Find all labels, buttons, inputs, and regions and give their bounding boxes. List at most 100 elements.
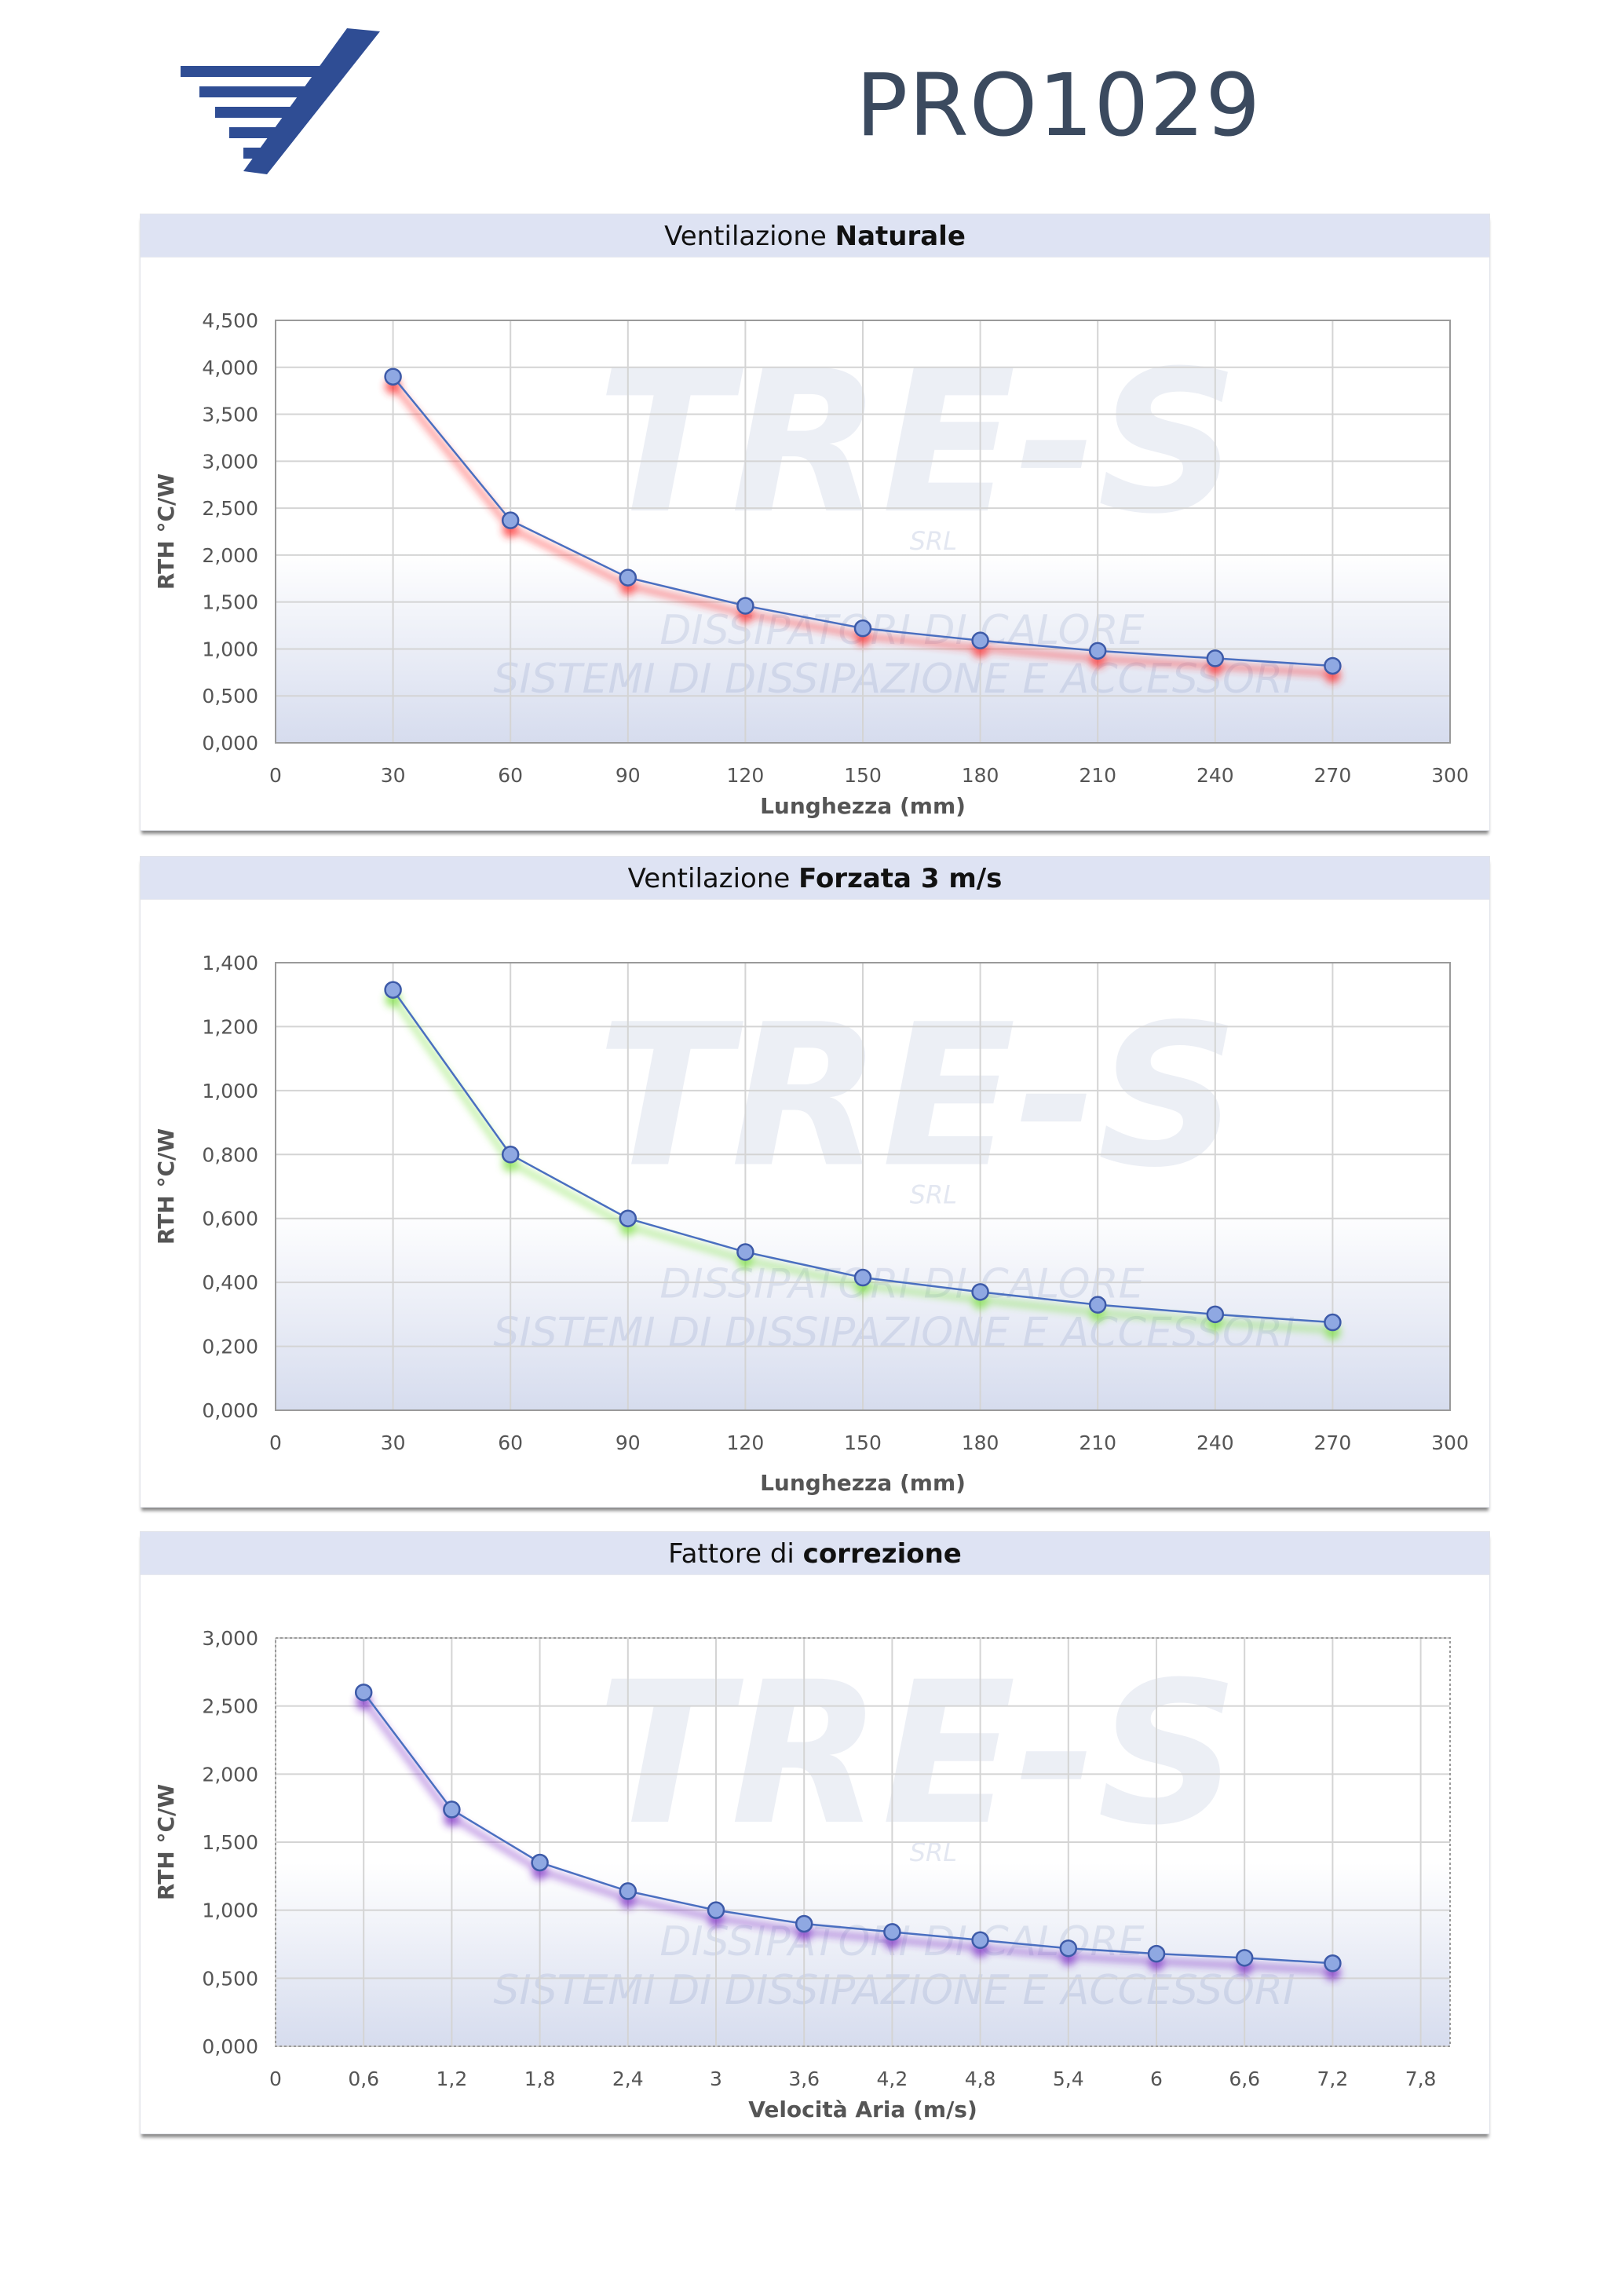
data-point (707, 1901, 725, 1919)
chart-title-plain: Ventilazione (627, 863, 799, 894)
y-tick-label: 2,500 (202, 497, 258, 520)
x-tick-label: 6,6 (1229, 2067, 1260, 2090)
watermark-line2: SISTEMI DI DISSIPAZIONE E ACCESSORI (493, 1310, 1295, 1357)
chart-panel-natural: Ventilazione Naturale TRE-S SRL DISSIPATOR… (140, 214, 1490, 831)
x-tick-label: 7,2 (1317, 2067, 1349, 2090)
data-point (1324, 1313, 1342, 1332)
y-tick-label: 0,200 (202, 1336, 258, 1358)
chart-title-bold: Forzata 3 m/s (798, 863, 1003, 894)
x-tick-label: 0 (269, 764, 282, 787)
data-point (531, 1853, 549, 1872)
data-point (384, 367, 402, 386)
x-tick-label: 0 (269, 1431, 282, 1454)
data-point (736, 1243, 754, 1261)
y-tick-label: 1,000 (202, 1080, 258, 1102)
data-point (853, 1268, 872, 1287)
x-tick-label: 300 (1431, 1431, 1469, 1454)
x-axis-title: Velocità Aria (m/s) (748, 2097, 977, 2122)
product-code: PRO1029 (856, 55, 1262, 155)
x-tick-label: 2,4 (612, 2067, 644, 2090)
x-axis-title: Lunghezza (mm) (760, 793, 966, 819)
data-point (619, 1209, 637, 1227)
x-tick-label: 1,2 (437, 2067, 468, 2090)
x-tick-label: 0,6 (348, 2067, 379, 2090)
chart-title-plain: Fattore di (668, 1538, 803, 1570)
y-tick-label: 1,000 (202, 1899, 258, 1922)
x-tick-label: 1,8 (524, 2067, 556, 2090)
y-tick-label: 4,500 (202, 309, 258, 332)
data-point (384, 981, 402, 999)
y-tick-label: 0,000 (202, 1399, 258, 1422)
chart-title: Fattore di correzione (141, 1532, 1489, 1575)
chart-title: Ventilazione Naturale (141, 214, 1489, 258)
x-tick-label: 150 (844, 764, 882, 787)
watermark-brand: TRE-S (597, 982, 1239, 1211)
data-point (883, 1923, 901, 1941)
x-tick-label: 3 (710, 2067, 722, 2090)
data-point (443, 1801, 461, 1819)
y-tick-label: 1,400 (202, 952, 258, 974)
y-tick-label: 0,500 (202, 1967, 258, 1990)
data-point (971, 631, 989, 649)
y-tick-label: 0,400 (202, 1271, 258, 1294)
chart-title-bold: correzione (802, 1538, 962, 1570)
data-point (1059, 1939, 1078, 1958)
x-tick-label: 30 (381, 764, 406, 787)
y-tick-label: 2,500 (202, 1695, 258, 1718)
y-tick-label: 2,000 (202, 1763, 258, 1786)
data-point (1206, 1305, 1225, 1324)
chart-panel-correction: Fattore di correzione TRE-S SRL DISSIPATOR… (140, 1531, 1490, 2134)
x-tick-label: 3,6 (788, 2067, 820, 2090)
x-tick-label: 180 (962, 1431, 999, 1454)
y-axis-title: RTH °C/W (153, 1784, 179, 1900)
y-tick-label: 0,800 (202, 1143, 258, 1166)
data-point (354, 1684, 373, 1702)
x-axis-title: Lunghezza (mm) (760, 1470, 966, 1496)
data-point (1206, 649, 1225, 667)
watermark-line2: SISTEMI DI DISSIPAZIONE E ACCESSORI (493, 1967, 1295, 2014)
data-point (971, 1931, 989, 1950)
x-tick-label: 30 (381, 1431, 406, 1454)
data-point (1324, 1954, 1342, 1972)
y-axis-title: RTH °C/W (153, 1128, 179, 1245)
chart-title: Ventilazione Forzata 3 m/s (141, 857, 1489, 900)
y-tick-label: 0,000 (202, 2035, 258, 2058)
series-line (363, 1691, 1333, 1965)
x-tick-label: 270 (1314, 764, 1352, 787)
data-point (853, 619, 872, 638)
x-tick-label: 7,8 (1405, 2067, 1437, 2090)
watermark-brand: TRE-S (597, 328, 1239, 557)
x-tick-label: 4,8 (965, 2067, 996, 2090)
x-tick-label: 0 (269, 2067, 282, 2090)
data-point (971, 1283, 989, 1301)
watermark-suffix: SRL (910, 526, 957, 556)
data-point (501, 511, 520, 529)
x-tick-label: 6 (1150, 2067, 1163, 2090)
series-shadow-line (362, 1698, 1333, 1973)
tre-s-logo (181, 28, 380, 174)
x-tick-label: 240 (1196, 764, 1234, 787)
y-tick-label: 0,000 (202, 732, 258, 755)
x-tick-label: 240 (1196, 1431, 1234, 1454)
data-point (1324, 656, 1342, 675)
y-tick-label: 1,200 (202, 1015, 258, 1038)
chart-panel-forced: Ventilazione Forzata 3 m/s TRE-S SRL DISSI… (140, 856, 1490, 1508)
data-point (1088, 1296, 1107, 1314)
x-tick-label: 150 (844, 1431, 882, 1454)
data-point (1147, 1944, 1166, 1963)
x-tick-label: 4,2 (877, 2067, 908, 2090)
data-point (619, 569, 637, 587)
y-tick-label: 0,600 (202, 1208, 258, 1230)
x-tick-label: 210 (1079, 764, 1116, 787)
x-tick-label: 5,4 (1053, 2067, 1084, 2090)
y-tick-label: 2,000 (202, 544, 258, 567)
watermark-suffix: SRL (910, 1180, 957, 1210)
watermark-line1: DISSIPATORI DI CALORE (659, 607, 1144, 654)
y-tick-label: 3,000 (202, 450, 258, 473)
x-tick-label: 210 (1079, 1431, 1116, 1454)
watermark-line1: DISSIPATORI DI CALORE (659, 1261, 1144, 1308)
y-tick-label: 0,500 (202, 685, 258, 707)
